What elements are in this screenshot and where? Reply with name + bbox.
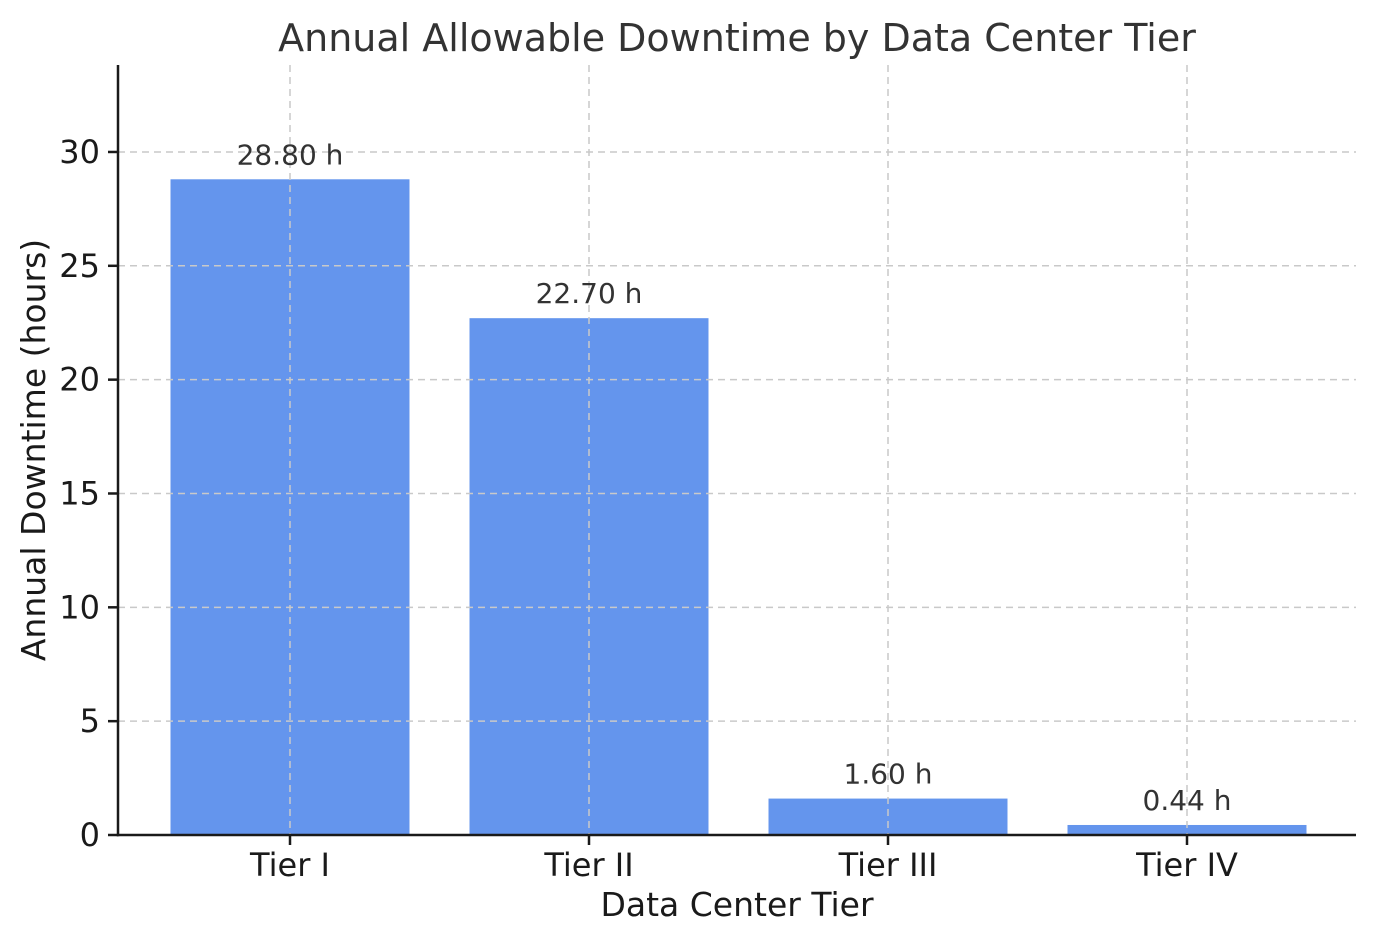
bar — [1067, 824, 1307, 835]
x-tick-label: Tier III — [838, 846, 938, 884]
y-tick-label: 30 — [59, 133, 100, 171]
bar-value-label: 28.80 h — [237, 138, 344, 171]
bar-value-label: 22.70 h — [536, 277, 643, 310]
y-tick-label: 5 — [80, 702, 100, 740]
labels-layer: 0 5 10 15 20 25 30 Tier I Tier II Tier III Tier IV… — [59, 133, 1238, 884]
bar-value-label: 1.60 h — [844, 758, 933, 791]
x-tick-label: Tier II — [543, 846, 633, 884]
axes-layer — [108, 65, 1356, 845]
x-tick-label: Tier I — [249, 846, 330, 884]
grid-layer — [118, 65, 1356, 835]
y-tick-label: 15 — [59, 474, 100, 512]
bar-value-label: 0.44 h — [1143, 784, 1232, 817]
x-tick-label: Tier IV — [1135, 846, 1238, 884]
y-axis-label: Annual Downtime (hours) — [14, 239, 53, 661]
y-tick-label: 25 — [59, 247, 100, 285]
chart-title: Annual Allowable Downtime by Data Center… — [278, 16, 1196, 60]
bars-layer — [170, 179, 1307, 835]
y-tick-label: 10 — [59, 588, 100, 626]
y-tick-label: 20 — [59, 361, 100, 399]
y-tick-label: 0 — [80, 816, 100, 854]
x-axis-label: Data Center Tier — [600, 885, 873, 924]
bar — [768, 798, 1008, 835]
bar — [170, 179, 410, 835]
